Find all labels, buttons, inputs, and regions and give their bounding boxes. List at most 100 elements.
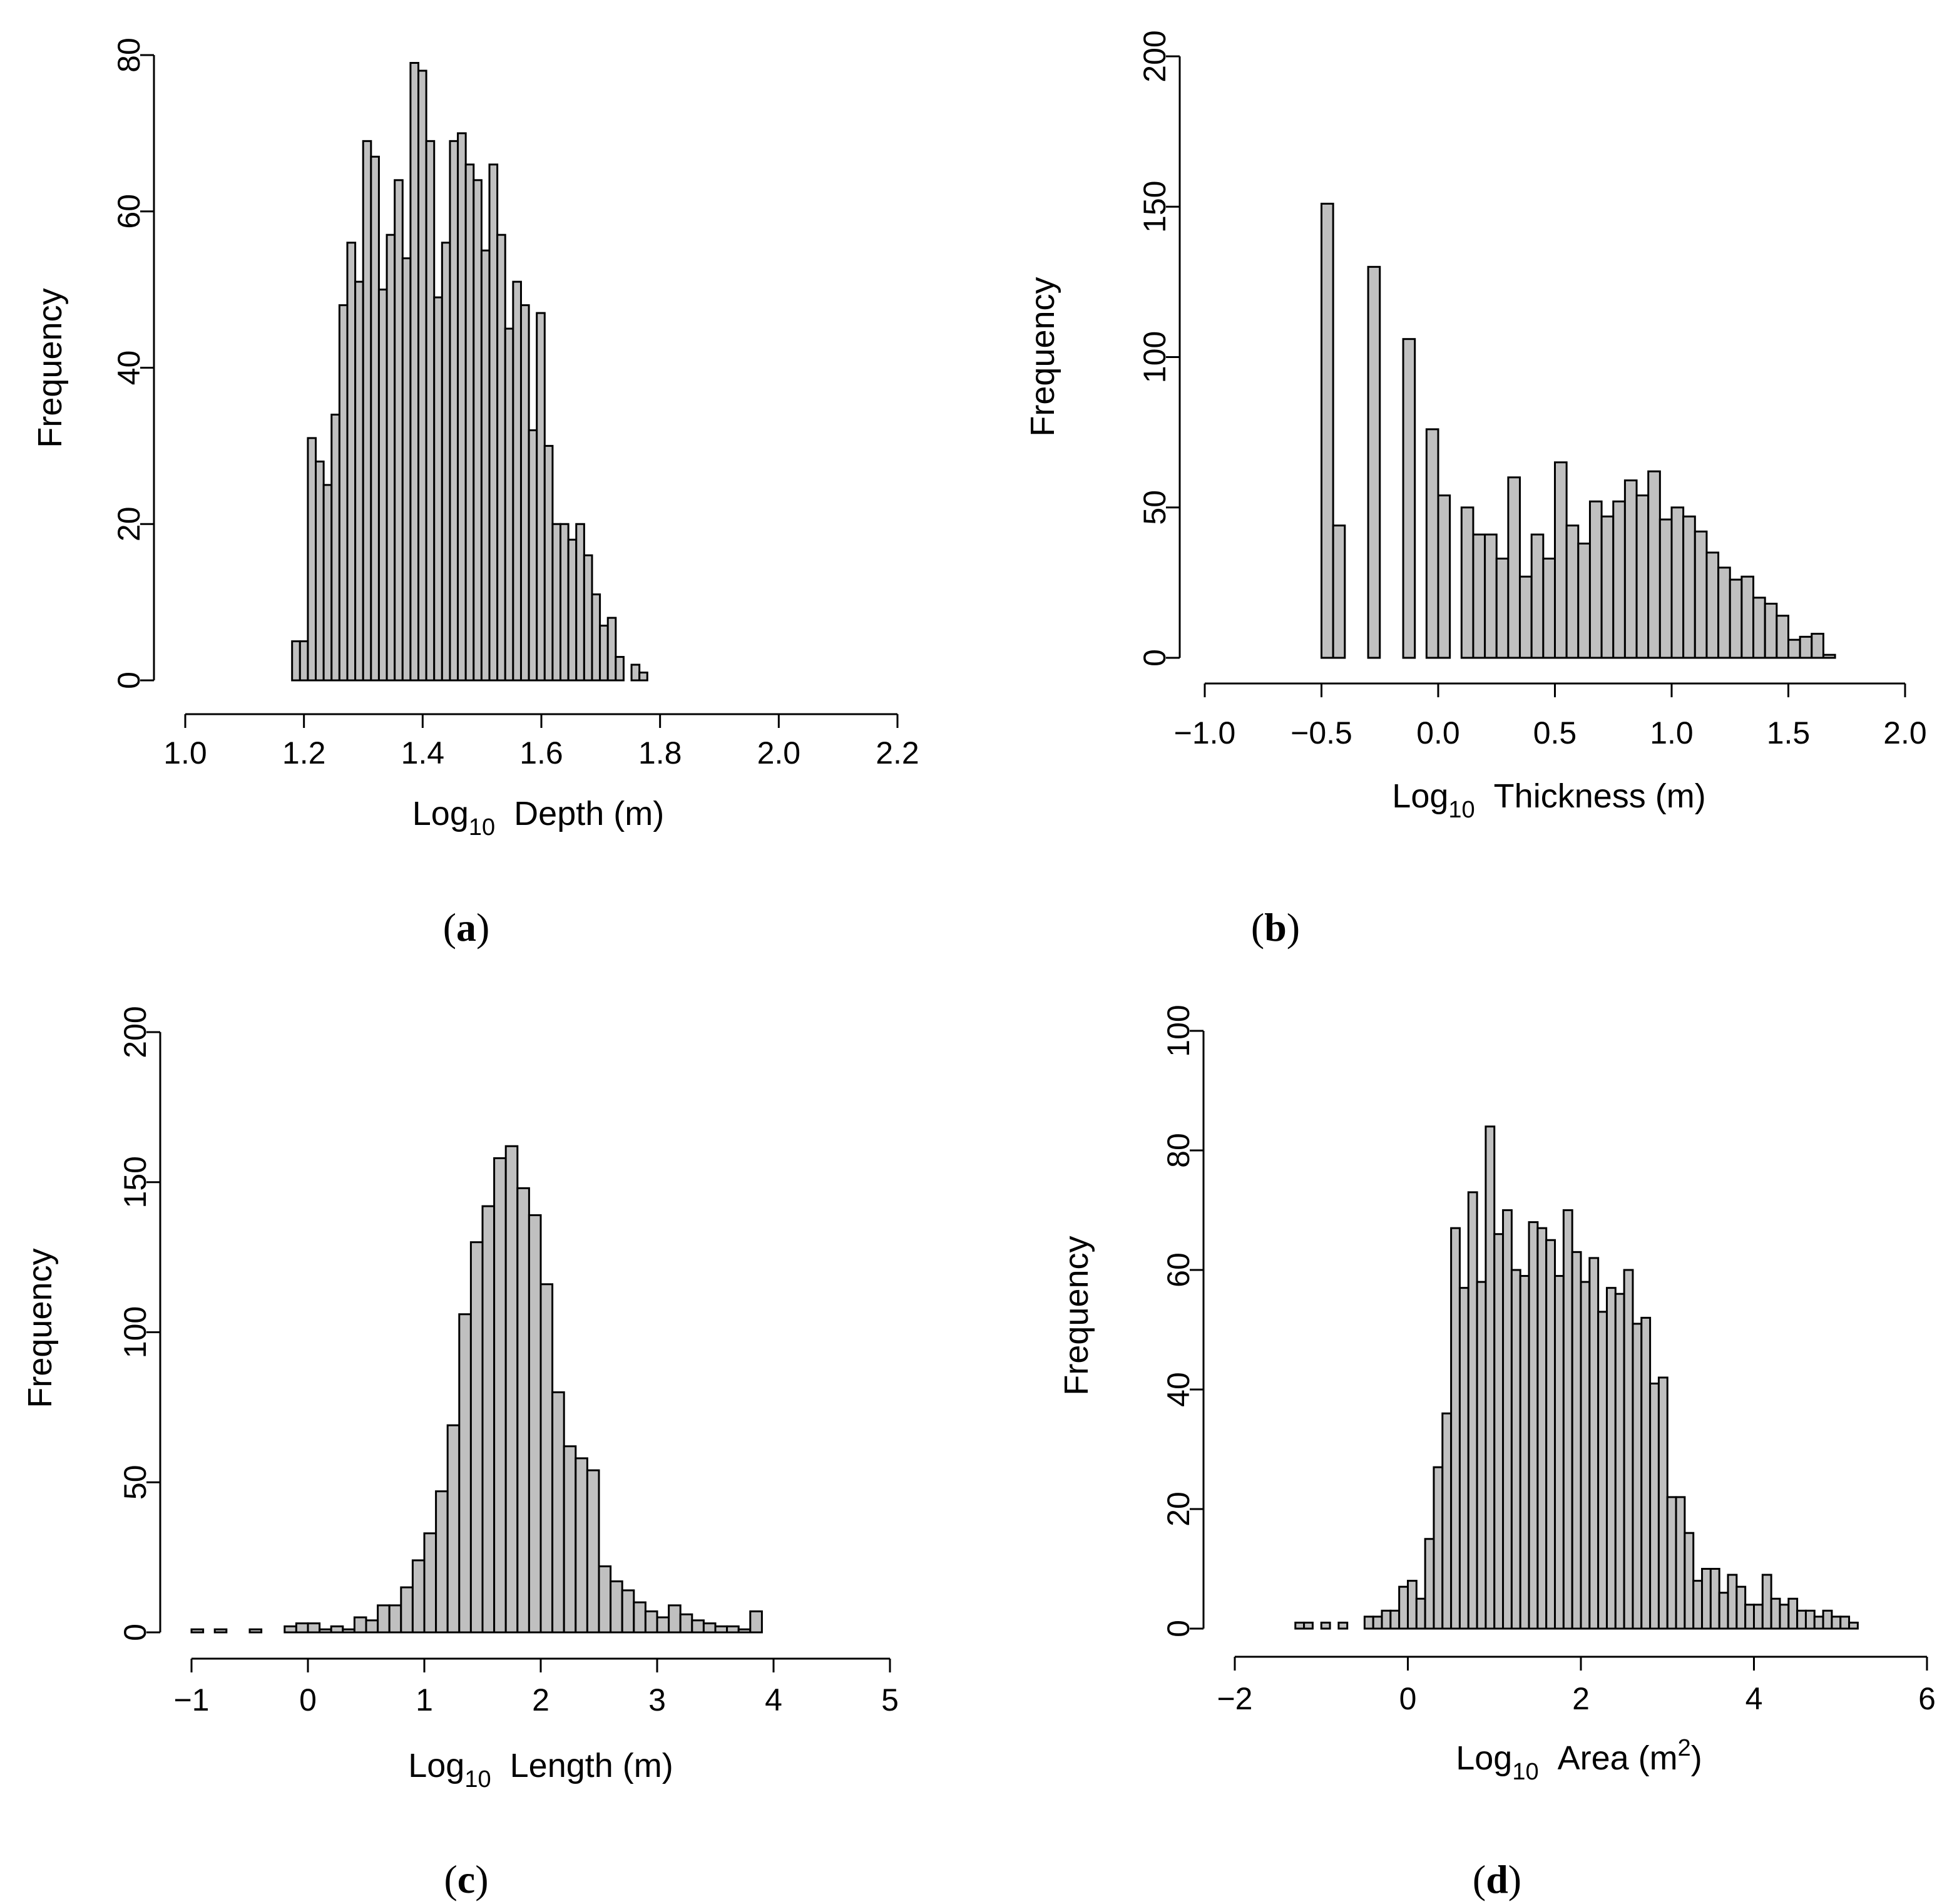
histogram-bar <box>388 1604 402 1634</box>
bars-group <box>1321 202 1836 659</box>
histogram-bar <box>519 304 530 682</box>
histogram-bar <box>1682 515 1696 659</box>
histogram-bar <box>480 249 491 682</box>
histogram-bar <box>1363 1615 1374 1630</box>
histogram-bar <box>528 429 538 682</box>
histogram-bar <box>354 280 364 682</box>
panel-caption: (a) <box>443 905 490 949</box>
y-tick-label: 80 <box>1161 1133 1196 1168</box>
histogram-bar <box>586 1469 600 1634</box>
histogram-bar <box>737 1628 752 1634</box>
histogram-bar <box>1485 1125 1496 1630</box>
histogram-bar <box>1761 1574 1772 1630</box>
histogram-bar <box>543 444 554 682</box>
histogram-bar <box>370 155 380 682</box>
histogram-bar <box>1460 506 1474 659</box>
histogram-bar <box>315 460 325 682</box>
histogram-bar <box>1571 1251 1582 1630</box>
histogram-bar <box>365 1619 379 1634</box>
histogram-bar <box>1332 525 1346 659</box>
histogram-bar <box>598 1565 612 1634</box>
histogram-bar <box>1450 1227 1461 1630</box>
histogram-bar <box>377 1604 391 1634</box>
histogram-bar <box>1562 1209 1573 1630</box>
histogram-bar <box>1565 525 1580 659</box>
histogram-bar <box>342 1628 355 1634</box>
histogram-bar <box>1612 500 1626 659</box>
histogram-bar <box>284 1625 297 1634</box>
histogram-bar <box>449 140 459 682</box>
histogram-bar <box>299 640 309 682</box>
bars-group <box>291 61 648 682</box>
histogram-bar <box>322 484 333 682</box>
histogram-bar <box>1398 1585 1409 1630</box>
histogram-bar <box>1632 1323 1643 1630</box>
histogram-bar <box>591 593 601 682</box>
histogram-bar <box>1433 1466 1444 1630</box>
histogram-bar <box>1507 476 1521 659</box>
histogram-bar <box>377 289 388 682</box>
y-axis-label: Frequency <box>31 288 69 448</box>
y-axis: 0 50 100 150 200 <box>118 1006 161 1641</box>
histogram-bar <box>1437 494 1451 659</box>
histogram-bar <box>1657 1376 1669 1630</box>
histogram-bar <box>307 437 317 682</box>
histogram-bar <box>1811 633 1824 659</box>
x-axis-label: Log10 Area (m2) <box>1456 1735 1702 1785</box>
histogram-bar <box>1577 542 1591 659</box>
histogram-bar <box>394 179 404 682</box>
histogram-bar <box>610 1580 623 1634</box>
histogram-bar <box>1735 1585 1747 1630</box>
y-tick-label: 50 <box>118 1465 153 1500</box>
histogram-bar <box>330 413 340 682</box>
histogram-bar <box>1822 1609 1833 1630</box>
histogram-bar <box>551 523 562 682</box>
x-tick-label: 1.0 <box>163 735 207 770</box>
y-tick-label: 0 <box>111 672 146 689</box>
histogram-bar <box>1389 1609 1401 1630</box>
histogram-bar <box>1717 566 1731 659</box>
histogram-bar <box>1588 1257 1600 1630</box>
histogram-bar <box>560 523 570 682</box>
y-axis-label: Frequency <box>1024 277 1061 436</box>
x-axis-label: Log10 Depth (m) <box>412 795 664 841</box>
x-tick-label: 6 <box>1918 1681 1936 1716</box>
histogram-bar <box>1476 1281 1487 1630</box>
x-tick-label: 2 <box>532 1682 549 1717</box>
histogram-bar <box>473 179 483 682</box>
histogram-bar <box>346 242 357 682</box>
histogram-bar <box>512 280 522 682</box>
y-tick-label: 60 <box>1161 1252 1196 1287</box>
histogram-bar <box>1658 518 1673 659</box>
histogram-bar <box>1554 461 1568 659</box>
histogram-bar <box>496 233 506 682</box>
histogram-bar <box>190 1628 205 1634</box>
histogram-bar <box>1770 1597 1781 1630</box>
histogram-bar <box>702 1622 717 1634</box>
histogram-bar <box>1813 1615 1824 1630</box>
histogram-bar <box>644 1610 658 1634</box>
histogram-bar <box>504 327 514 682</box>
histogram-bar <box>1495 557 1510 659</box>
x-tick-label: 1.4 <box>401 735 445 770</box>
histogram-bar <box>539 1283 554 1634</box>
histogram-bar <box>1744 1604 1755 1630</box>
histogram-bar <box>551 1391 565 1634</box>
x-tick-label: 2.0 <box>757 735 801 770</box>
panel-a-depth-histogram: 1.0 1.2 1.4 1.6 1.8 2.0 2.2 0 20 40 60 80 Frequency L… <box>0 0 971 952</box>
histogram-bar <box>1753 1604 1764 1630</box>
x-tick-label: 3 <box>648 1682 666 1717</box>
histogram-bar <box>353 1616 367 1634</box>
histogram-bar <box>575 1457 588 1634</box>
histogram-bar <box>1694 530 1708 659</box>
histogram-bar <box>1528 1221 1539 1630</box>
histogram-bar <box>1367 265 1381 659</box>
histogram-bar <box>1718 1592 1729 1630</box>
histogram-bar <box>528 1214 542 1634</box>
histogram-bar <box>423 1532 437 1634</box>
histogram-bar <box>583 554 593 682</box>
y-axis-label: Frequency <box>21 1248 59 1408</box>
y-axis: 0 20 40 60 80 <box>111 38 155 689</box>
x-tick-label: 2 <box>1572 1681 1590 1716</box>
